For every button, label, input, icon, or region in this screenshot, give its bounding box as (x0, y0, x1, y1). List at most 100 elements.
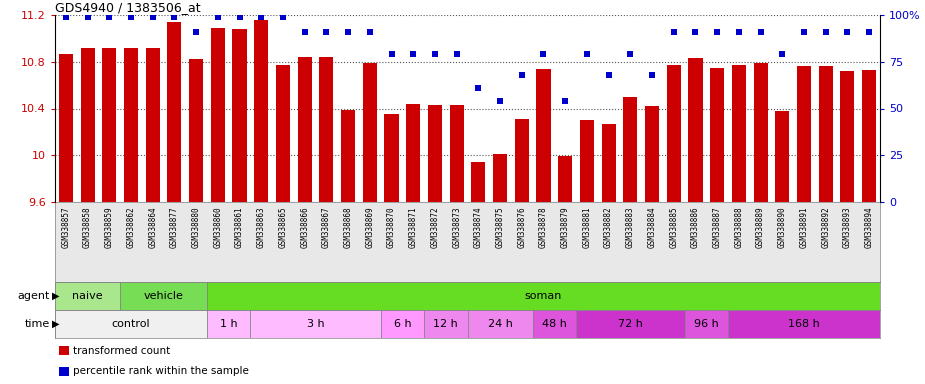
Point (840, 29, 855, 35)
Point (276, 14, 290, 20)
Bar (207, 282, 880, 310)
Bar (428, 105, 442, 202)
Text: transformed count: transformed count (73, 346, 170, 356)
Point (102, 14, 117, 20)
Point (253, 14, 268, 20)
Bar (103, 48, 117, 202)
Point (450, 51, 464, 57)
Bar (754, 63, 768, 202)
Text: 3 h: 3 h (307, 319, 325, 329)
Text: 24 h: 24 h (487, 319, 512, 329)
Bar (688, 58, 702, 202)
Bar (254, 20, 268, 202)
Bar (167, 22, 181, 202)
Bar (533, 310, 576, 338)
Bar (363, 63, 376, 202)
Bar (710, 68, 724, 202)
Bar (667, 65, 681, 202)
Bar (59, 346, 69, 356)
Point (796, 29, 811, 35)
Text: 1 h: 1 h (220, 319, 238, 329)
Bar (536, 69, 550, 202)
Bar (797, 66, 811, 202)
Bar (251, 310, 381, 338)
Text: agent: agent (18, 291, 50, 301)
Text: 48 h: 48 h (542, 319, 567, 329)
Bar (298, 57, 312, 202)
Bar (558, 156, 573, 202)
Bar (645, 106, 660, 202)
Bar (55, 310, 207, 338)
Bar (381, 310, 424, 338)
Point (688, 29, 703, 35)
Bar (601, 124, 616, 202)
Text: GDS4940 / 1383506_at: GDS4940 / 1383506_at (55, 1, 201, 14)
Bar (124, 48, 138, 202)
Point (623, 51, 637, 57)
Bar (841, 71, 855, 202)
Bar (514, 119, 529, 202)
Bar (319, 57, 333, 202)
Bar (406, 104, 420, 202)
Point (862, 29, 877, 35)
Point (58, 14, 73, 20)
Text: naive: naive (72, 291, 103, 301)
Bar (59, 54, 73, 202)
Bar (472, 162, 486, 202)
Point (363, 29, 377, 35)
Point (145, 14, 160, 20)
Bar (276, 65, 290, 202)
Point (775, 51, 790, 57)
Text: vehicle: vehicle (143, 291, 183, 301)
Point (232, 14, 247, 20)
Point (384, 51, 399, 57)
Bar (59, 366, 69, 376)
Point (579, 51, 594, 57)
Text: ▶: ▶ (52, 319, 59, 329)
Bar (232, 29, 247, 202)
Point (645, 72, 660, 78)
Point (340, 29, 355, 35)
Bar (55, 282, 120, 310)
Bar (80, 48, 94, 202)
Point (493, 98, 508, 104)
Point (406, 51, 421, 57)
Point (514, 72, 529, 78)
Bar (385, 114, 399, 202)
Bar (207, 310, 251, 338)
Point (210, 14, 225, 20)
Bar (493, 154, 507, 202)
Bar (580, 120, 594, 202)
Text: control: control (112, 319, 150, 329)
Point (427, 51, 442, 57)
Bar (211, 28, 225, 202)
Point (80, 14, 95, 20)
Bar (775, 111, 789, 202)
Point (753, 29, 768, 35)
Bar (120, 282, 207, 310)
Point (666, 29, 681, 35)
Point (124, 14, 139, 20)
Point (319, 29, 334, 35)
Point (709, 29, 724, 35)
Bar (819, 66, 832, 202)
Bar (732, 65, 746, 202)
Point (601, 72, 616, 78)
Bar (576, 310, 684, 338)
Bar (684, 310, 728, 338)
Bar (450, 105, 463, 202)
Bar (341, 110, 355, 202)
Bar (728, 310, 880, 338)
Text: 96 h: 96 h (694, 319, 719, 329)
Point (732, 29, 746, 35)
Bar (189, 60, 204, 202)
Bar (424, 310, 467, 338)
Point (536, 51, 551, 57)
Point (167, 14, 182, 20)
Text: 168 h: 168 h (788, 319, 820, 329)
Point (297, 29, 312, 35)
Bar (145, 48, 160, 202)
Bar (623, 97, 637, 202)
Text: percentile rank within the sample: percentile rank within the sample (73, 366, 249, 376)
Text: ▶: ▶ (52, 291, 59, 301)
